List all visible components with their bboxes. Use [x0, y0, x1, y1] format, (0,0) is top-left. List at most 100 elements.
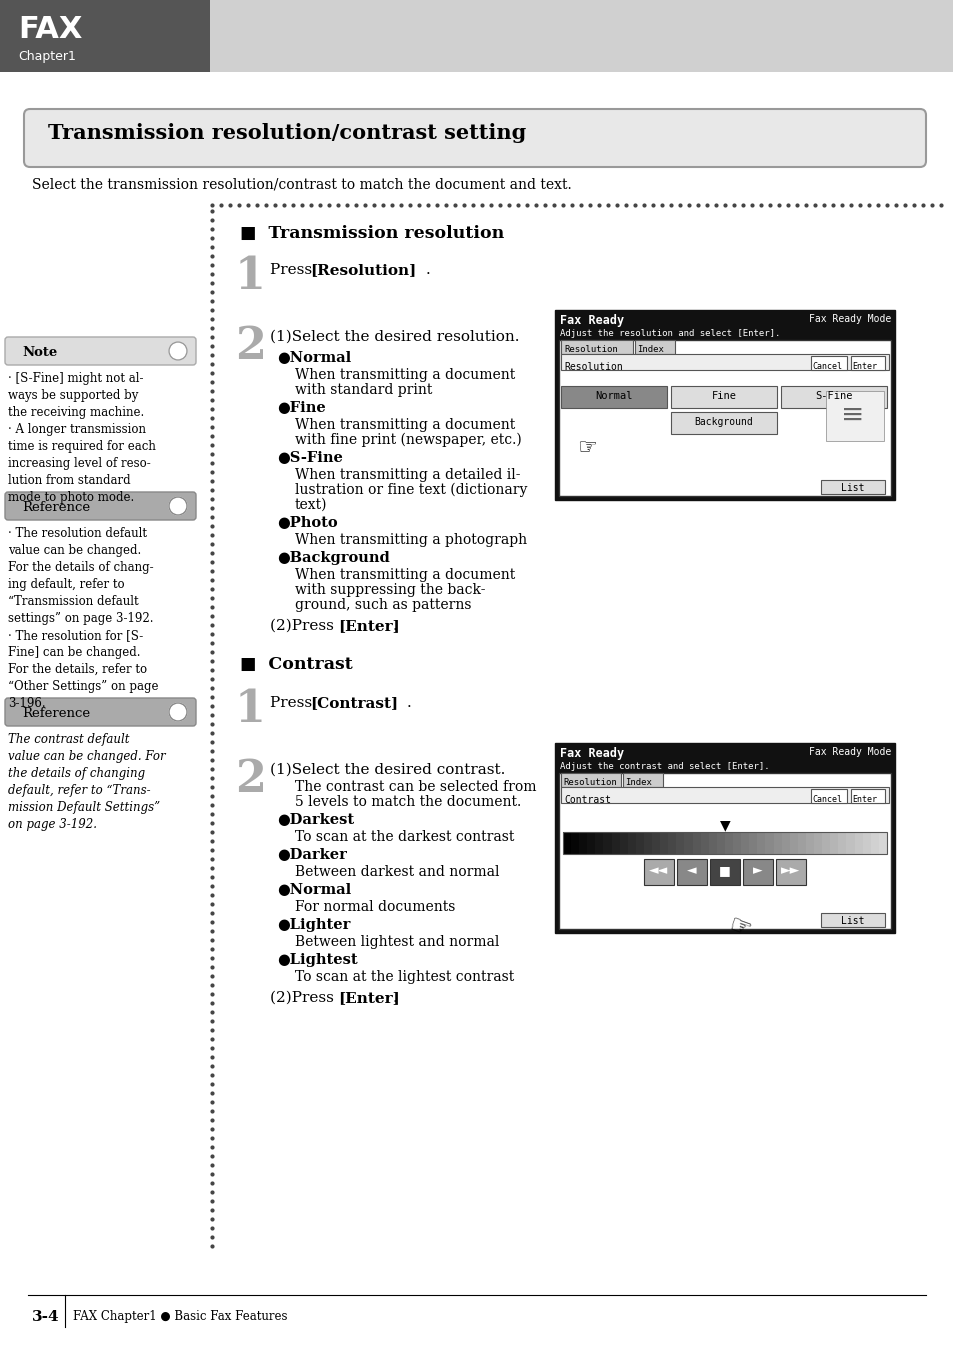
Text: Index: Index — [624, 778, 651, 787]
FancyBboxPatch shape — [810, 788, 846, 803]
FancyBboxPatch shape — [595, 832, 603, 855]
Text: When transmitting a photograph: When transmitting a photograph — [294, 533, 527, 547]
Text: ◄◄: ◄◄ — [649, 864, 668, 878]
FancyBboxPatch shape — [622, 774, 662, 787]
Text: Cancel: Cancel — [811, 795, 841, 805]
Text: ≡: ≡ — [841, 401, 863, 429]
FancyBboxPatch shape — [571, 832, 579, 855]
FancyBboxPatch shape — [805, 832, 814, 855]
Text: ●Darker: ●Darker — [276, 848, 347, 863]
FancyBboxPatch shape — [5, 338, 195, 364]
Text: 1: 1 — [234, 688, 266, 730]
FancyBboxPatch shape — [652, 832, 660, 855]
Text: FAX: FAX — [18, 15, 82, 45]
Text: .: . — [393, 991, 397, 1004]
Text: When transmitting a detailed il-: When transmitting a detailed il- — [294, 468, 520, 482]
Circle shape — [169, 703, 187, 721]
Text: S-Fine: S-Fine — [815, 392, 852, 401]
Text: 2: 2 — [234, 325, 266, 369]
Text: Fax Ready: Fax Ready — [559, 747, 623, 760]
FancyBboxPatch shape — [716, 832, 724, 855]
Text: Note: Note — [22, 346, 57, 359]
Text: .: . — [426, 263, 431, 277]
FancyBboxPatch shape — [560, 787, 888, 803]
Text: Select the transmission resolution/contrast to match the document and text.: Select the transmission resolution/contr… — [32, 178, 571, 192]
Text: Press: Press — [270, 697, 316, 710]
Text: Normal: Normal — [595, 392, 632, 401]
FancyBboxPatch shape — [5, 491, 195, 520]
FancyBboxPatch shape — [797, 832, 805, 855]
FancyBboxPatch shape — [850, 788, 884, 803]
Text: ●Darkest: ●Darkest — [276, 813, 354, 828]
FancyBboxPatch shape — [878, 832, 886, 855]
FancyBboxPatch shape — [636, 832, 644, 855]
Text: Resolution: Resolution — [563, 362, 622, 373]
Text: List: List — [841, 483, 863, 493]
Text: ►: ► — [753, 864, 762, 878]
Text: .: . — [393, 620, 397, 633]
Text: ■  Transmission resolution: ■ Transmission resolution — [240, 225, 504, 242]
Text: [Enter]: [Enter] — [337, 620, 399, 633]
Text: Fax Ready Mode: Fax Ready Mode — [808, 315, 890, 324]
Text: .: . — [407, 697, 412, 710]
FancyBboxPatch shape — [578, 832, 587, 855]
FancyBboxPatch shape — [0, 0, 210, 72]
FancyBboxPatch shape — [562, 832, 571, 855]
Text: Resolution: Resolution — [563, 346, 618, 354]
FancyBboxPatch shape — [821, 832, 830, 855]
FancyBboxPatch shape — [854, 832, 862, 855]
FancyBboxPatch shape — [635, 340, 675, 354]
Text: The contrast default
value can be changed. For
the details of changing
default, : The contrast default value can be change… — [8, 733, 166, 832]
Text: When transmitting a document: When transmitting a document — [294, 568, 515, 582]
Text: 1: 1 — [234, 255, 266, 298]
Text: Between darkest and normal: Between darkest and normal — [294, 865, 499, 879]
FancyBboxPatch shape — [643, 859, 673, 886]
FancyBboxPatch shape — [781, 832, 789, 855]
FancyBboxPatch shape — [724, 832, 733, 855]
FancyBboxPatch shape — [627, 832, 636, 855]
FancyBboxPatch shape — [810, 356, 846, 370]
Text: Index: Index — [637, 346, 663, 354]
Text: When transmitting a document: When transmitting a document — [294, 369, 515, 382]
Text: Resolution: Resolution — [562, 778, 616, 787]
FancyBboxPatch shape — [676, 832, 684, 855]
FancyBboxPatch shape — [587, 832, 596, 855]
Text: ●Normal: ●Normal — [276, 351, 351, 364]
Text: 5 levels to match the document.: 5 levels to match the document. — [294, 795, 520, 809]
Text: ▼: ▼ — [719, 818, 730, 832]
Text: ●Normal: ●Normal — [276, 883, 351, 896]
Text: Reference: Reference — [22, 707, 90, 720]
FancyBboxPatch shape — [668, 832, 677, 855]
Text: (2)Press: (2)Press — [270, 620, 338, 633]
FancyBboxPatch shape — [692, 832, 700, 855]
Text: · [S-Fine] might not al-
ways be supported by
the receiving machine.
· A longer : · [S-Fine] might not al- ways be support… — [8, 373, 155, 504]
FancyBboxPatch shape — [5, 698, 195, 726]
Text: To scan at the lightest contrast: To scan at the lightest contrast — [294, 971, 514, 984]
Text: Between lightest and normal: Between lightest and normal — [294, 936, 498, 949]
FancyBboxPatch shape — [210, 0, 953, 72]
Text: Reference: Reference — [22, 501, 90, 514]
FancyBboxPatch shape — [813, 832, 821, 855]
Text: Enter: Enter — [851, 362, 876, 371]
FancyBboxPatch shape — [740, 832, 749, 855]
FancyBboxPatch shape — [558, 774, 890, 929]
FancyBboxPatch shape — [732, 832, 740, 855]
Text: text): text) — [294, 498, 327, 512]
FancyBboxPatch shape — [24, 109, 925, 167]
FancyBboxPatch shape — [829, 832, 838, 855]
FancyBboxPatch shape — [659, 832, 668, 855]
FancyBboxPatch shape — [773, 832, 781, 855]
Text: Fax Ready: Fax Ready — [559, 315, 623, 327]
Text: with fine print (newspaper, etc.): with fine print (newspaper, etc.) — [294, 433, 521, 447]
FancyBboxPatch shape — [862, 832, 870, 855]
FancyBboxPatch shape — [708, 832, 717, 855]
Text: To scan at the darkest contrast: To scan at the darkest contrast — [294, 830, 514, 844]
FancyBboxPatch shape — [764, 832, 773, 855]
FancyBboxPatch shape — [748, 832, 757, 855]
FancyBboxPatch shape — [821, 913, 884, 927]
Text: The contrast can be selected from: The contrast can be selected from — [294, 780, 536, 794]
Text: 2: 2 — [234, 757, 266, 801]
Text: ■  Contrast: ■ Contrast — [240, 656, 353, 674]
Text: 3-4: 3-4 — [32, 1310, 59, 1324]
Text: [Resolution]: [Resolution] — [310, 263, 416, 277]
